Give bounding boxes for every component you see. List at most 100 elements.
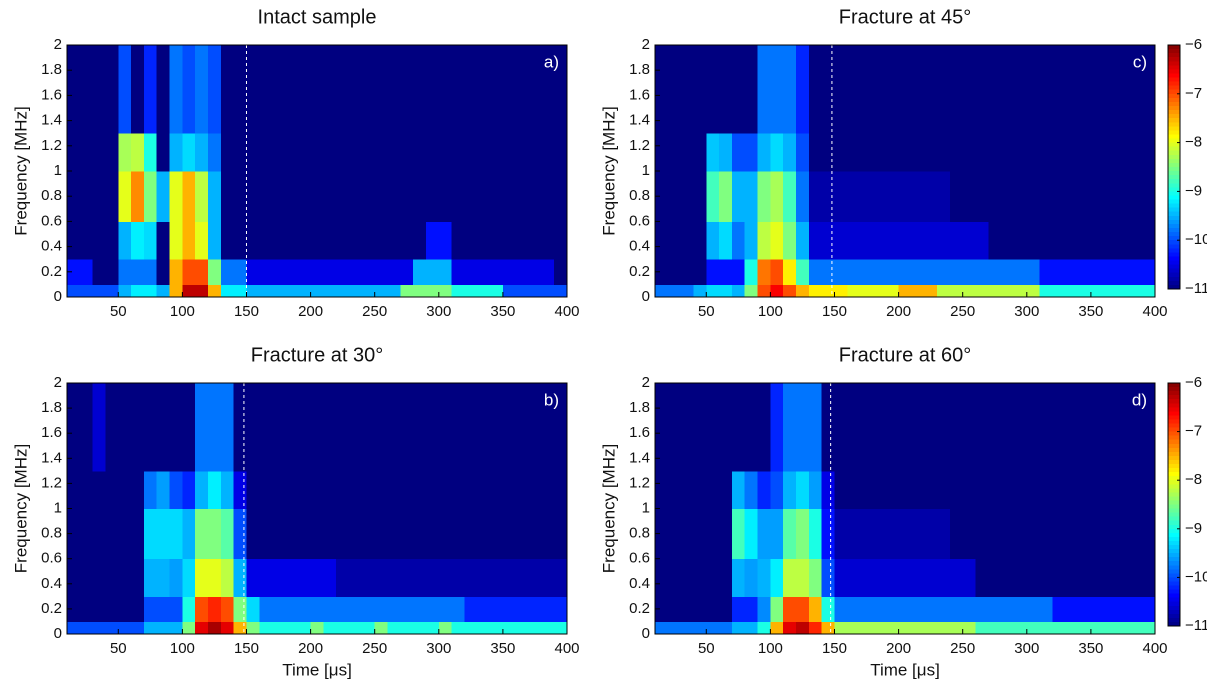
heatmap-cell	[744, 558, 759, 597]
y-tick-label: 0.6	[629, 212, 650, 229]
heatmap-cell	[1090, 221, 1105, 260]
heatmap-cell	[911, 133, 925, 172]
heatmap-cell	[528, 133, 542, 172]
heatmap-cell	[693, 508, 707, 560]
heatmap-cell	[67, 45, 81, 134]
x-tick-label: 200	[886, 303, 911, 320]
heatmap-cell	[872, 133, 887, 172]
colorbar-stripe	[1168, 57, 1180, 62]
heatmap-cell	[79, 171, 94, 222]
heatmap-cell	[680, 133, 694, 172]
heatmap-cell	[169, 171, 183, 222]
heatmap-cell	[246, 45, 260, 134]
heatmap-cell	[374, 259, 389, 285]
y-tick-label: 0	[54, 625, 62, 642]
heatmap-cell	[425, 133, 440, 172]
heatmap-cell	[195, 621, 209, 635]
heatmap-cell	[937, 383, 951, 472]
heatmap-cell	[541, 470, 555, 509]
heatmap-cell	[259, 383, 273, 472]
heatmap-cell	[220, 558, 235, 597]
heatmap-cell	[1039, 558, 1053, 597]
heatmap-cell	[1039, 284, 1053, 298]
heatmap-cell	[821, 596, 835, 622]
heatmap-cell	[706, 171, 720, 222]
heatmap-cell	[208, 383, 222, 472]
heatmap-cell	[541, 383, 555, 472]
heatmap-cell	[937, 596, 951, 622]
heatmap-cell	[195, 171, 209, 222]
heatmap-cell	[438, 470, 453, 509]
heatmap-cell	[680, 508, 694, 560]
colorbar-stripe	[1168, 468, 1180, 473]
heatmap-cell	[1142, 45, 1156, 134]
heatmap-cell	[744, 284, 759, 298]
heatmap-cell	[451, 596, 465, 622]
heatmap-cell	[464, 259, 478, 285]
heatmap-cell	[349, 621, 363, 635]
heatmap-cell	[975, 508, 989, 560]
heatmap-cell	[477, 508, 491, 560]
x-tick-label: 400	[1142, 303, 1167, 320]
heatmap-cell	[898, 621, 912, 635]
heatmap-cell	[425, 470, 440, 509]
colorbar-stripe	[1168, 455, 1180, 461]
y-axis-label: Frequency [MHz]	[11, 106, 30, 235]
heatmap-cell	[667, 133, 682, 172]
colorbar-stripe	[1168, 557, 1180, 562]
heatmap-cell	[834, 470, 848, 509]
heatmap-cell	[284, 596, 299, 622]
heatmap-cell	[1052, 470, 1066, 509]
heatmap-cell	[1013, 45, 1028, 134]
colorbar-stripe	[1168, 443, 1180, 449]
heatmap-cell	[834, 259, 848, 285]
colorbar-stripe	[1168, 565, 1180, 570]
heatmap-cell	[937, 133, 951, 172]
heatmap-cell	[757, 596, 771, 622]
heatmap-cell	[156, 596, 171, 622]
heatmap-cell	[349, 284, 363, 298]
heatmap-cell	[834, 221, 848, 260]
colorbar-tick-label: −7	[1185, 423, 1202, 440]
heatmap-cell	[105, 470, 119, 509]
x-tick-label: 250	[950, 303, 975, 320]
heatmap-cell	[872, 45, 887, 134]
heatmap-cell	[1103, 621, 1118, 635]
heatmap-cell	[1026, 621, 1041, 635]
heatmap-cell	[706, 221, 720, 260]
heatmap-cell	[1129, 621, 1143, 635]
colorbar-stripe	[1168, 617, 1180, 623]
heatmap-cell	[143, 171, 158, 222]
panel-title: Fracture at 30°	[251, 344, 384, 366]
heatmap-cell	[451, 558, 465, 597]
heatmap-cell	[988, 221, 1002, 260]
panel-title: Fracture at 60°	[839, 344, 972, 366]
heatmap-cell	[143, 259, 158, 285]
heatmap-cell	[554, 259, 568, 285]
panel: 50 100 150 200 250 300 350 400 0 0.2 0.4 0.6 0.8 1 1.2…	[11, 344, 579, 679]
heatmap-cell	[693, 133, 707, 172]
heatmap-cell	[783, 221, 797, 260]
heatmap-cell	[297, 596, 312, 622]
y-tick-label: 1	[642, 499, 650, 516]
heatmap-cell	[680, 259, 694, 285]
heatmap-cell	[515, 383, 530, 472]
heatmap-cell	[1142, 171, 1156, 222]
colorbar-stripe	[1168, 101, 1180, 107]
heatmap-cell	[796, 171, 810, 222]
heatmap-cell	[731, 45, 746, 134]
heatmap-cell	[706, 596, 720, 622]
y-tick-label: 2	[642, 36, 650, 53]
heatmap-cell	[477, 45, 491, 134]
heatmap-cell	[1065, 171, 1079, 222]
heatmap-cell	[834, 383, 848, 472]
heatmap-cell	[924, 558, 938, 597]
x-tick-label: 350	[490, 640, 515, 657]
heatmap-cell	[706, 470, 720, 509]
heatmap-cell	[374, 508, 389, 560]
colorbar-stripe	[1168, 150, 1180, 156]
heatmap-cell	[1065, 133, 1079, 172]
heatmap-cell	[680, 596, 694, 622]
heatmap-cell	[451, 171, 465, 222]
colorbar-stripe	[1168, 601, 1180, 607]
